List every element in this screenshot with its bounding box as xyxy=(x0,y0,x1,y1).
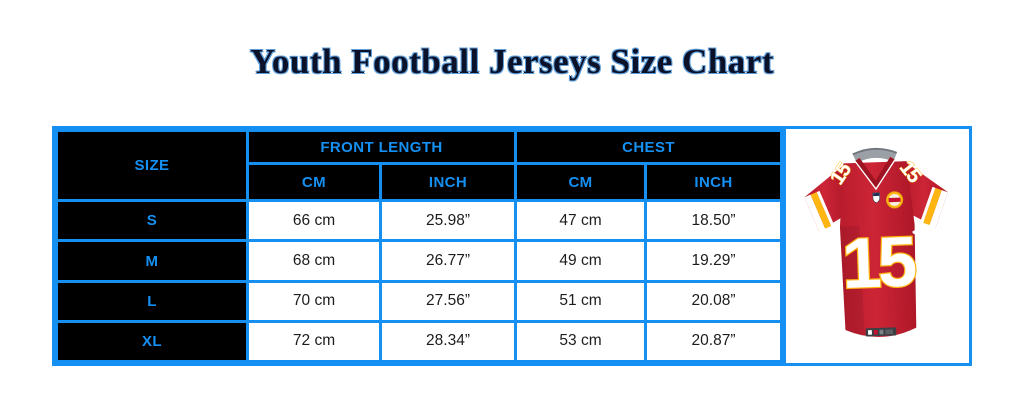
chest-inch-cell: 18.50” xyxy=(644,199,784,243)
header-row-groups: SIZE FRONT LENGTH CHEST xyxy=(55,128,784,203)
chest-cm-cell: 53 cm xyxy=(514,319,648,364)
table-row: M 68 cm 26.77” 49 cm 19.29” xyxy=(55,239,784,283)
chest-cm-cell: 49 cm xyxy=(514,239,648,283)
front-cm-cell: 68 cm xyxy=(246,239,382,283)
chest-inch-cell: 20.08” xyxy=(644,279,784,323)
jock-tag xyxy=(865,327,896,337)
table-row: S 66 cm 25.98” 47 cm 18.50” xyxy=(55,199,784,243)
chest-inch-cell: 20.87” xyxy=(644,319,784,364)
front-cm-cell: 72 cm xyxy=(246,319,382,364)
nike-swoosh-icon xyxy=(911,225,929,235)
nfl-shield-icon xyxy=(871,192,880,204)
table-row: XL 72 cm 28.34” 53 cm 20.87” xyxy=(55,319,784,364)
chest-cm-header: CM xyxy=(514,162,648,203)
size-column-header: SIZE xyxy=(55,128,249,203)
front-cm-cell: 66 cm xyxy=(246,199,382,243)
chest-inch-cell: 19.29” xyxy=(644,239,784,283)
chest-header: CHEST xyxy=(514,128,784,166)
header-row-units: CM INCH CM INCH xyxy=(57,162,784,203)
front-inch-cell: 27.56” xyxy=(378,279,518,323)
size-cell: S xyxy=(55,199,249,243)
jersey-right-sleeve xyxy=(904,163,948,228)
size-cell: XL xyxy=(55,319,249,364)
size-cell: L xyxy=(55,279,249,323)
front-inch-cell: 25.98” xyxy=(378,199,518,243)
front-length-header: FRONT LENGTH xyxy=(245,128,518,166)
size-cell: M xyxy=(55,239,249,283)
page-title: Youth Football Jerseys Size Chart xyxy=(250,42,774,81)
jersey-back-collar xyxy=(852,148,897,163)
table-row: L 70 cm 27.56” 51 cm 20.08” xyxy=(55,279,784,323)
front-inch-cell: 26.77” xyxy=(378,239,518,283)
jersey-left-sleeve xyxy=(803,165,849,232)
jersey-photo-cell: 15 15 15 xyxy=(783,129,969,363)
chest-cm-cell: 51 cm xyxy=(514,279,648,323)
size-chart-board: SIZE FRONT LENGTH CHEST CM INCH CM INCH … xyxy=(52,126,972,366)
jersey-image: 15 15 15 xyxy=(803,147,948,337)
front-inch-header: INCH xyxy=(378,162,518,203)
team-logo-patch xyxy=(885,191,903,209)
front-cm-header: CM xyxy=(246,162,382,203)
size-chart-table: SIZE FRONT LENGTH CHEST CM INCH CM INCH … xyxy=(55,128,784,364)
jersey-number: 15 xyxy=(840,222,916,304)
chest-inch-header: INCH xyxy=(644,162,784,203)
chest-cm-cell: 47 cm xyxy=(514,199,648,243)
front-inch-cell: 28.34” xyxy=(378,319,518,364)
front-cm-cell: 70 cm xyxy=(246,279,382,323)
jersey-collar xyxy=(853,156,896,191)
